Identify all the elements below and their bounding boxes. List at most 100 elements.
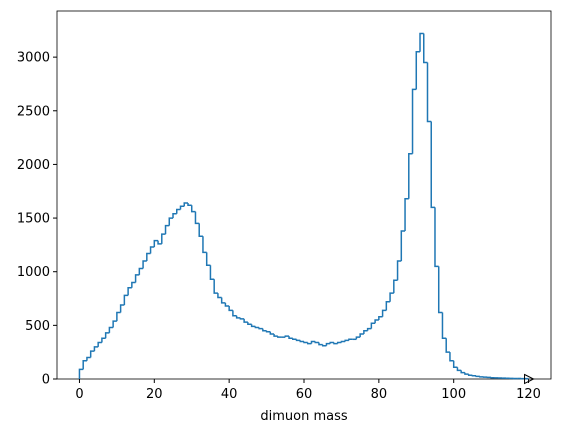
hist-step bbox=[172, 213, 177, 219]
hist-step bbox=[318, 342, 323, 346]
y-tick-label: 2500 bbox=[17, 104, 50, 119]
hist-step bbox=[292, 338, 297, 341]
hist-step bbox=[258, 327, 263, 330]
x-tick-label: 120 bbox=[516, 387, 541, 402]
hist-step bbox=[284, 335, 290, 338]
hist-step bbox=[467, 374, 473, 376]
hist-step bbox=[220, 297, 226, 304]
y-tick-label: 1500 bbox=[17, 212, 50, 227]
hist-step bbox=[359, 333, 364, 338]
hist-step bbox=[348, 338, 353, 341]
hist-step bbox=[194, 211, 200, 225]
hist-step bbox=[452, 360, 458, 368]
hist-step bbox=[235, 315, 241, 319]
hist-step bbox=[310, 340, 316, 344]
hist-step bbox=[445, 338, 450, 353]
hist-step bbox=[202, 236, 207, 254]
hist-step bbox=[247, 322, 252, 326]
hist-step bbox=[344, 339, 349, 342]
hist-step bbox=[239, 317, 245, 320]
hist-step bbox=[363, 329, 368, 334]
hist-step bbox=[426, 62, 432, 123]
y-tick-label: 3000 bbox=[17, 51, 50, 66]
hist-step bbox=[265, 330, 271, 333]
hist-step bbox=[303, 341, 308, 344]
hist-step bbox=[127, 287, 132, 296]
hist-step bbox=[336, 341, 342, 344]
hist-step bbox=[142, 260, 147, 269]
y-tick-label: 500 bbox=[25, 319, 50, 334]
hist-step bbox=[78, 368, 84, 379]
hist-step bbox=[321, 344, 327, 347]
hist-step bbox=[157, 240, 162, 245]
hist-step bbox=[101, 337, 106, 343]
hist-step bbox=[146, 252, 151, 261]
hist-step bbox=[176, 208, 181, 214]
hist-step bbox=[187, 203, 192, 206]
hist-step bbox=[400, 230, 406, 261]
hist-step bbox=[161, 233, 166, 244]
hist-step bbox=[295, 339, 301, 342]
hist-step bbox=[262, 328, 267, 332]
hist-step bbox=[370, 322, 376, 329]
hist-step bbox=[393, 279, 398, 294]
hist-step bbox=[217, 293, 222, 299]
hist-step bbox=[441, 312, 447, 339]
hist-step bbox=[374, 319, 379, 324]
hist-step bbox=[411, 88, 417, 154]
hist-step bbox=[355, 336, 361, 340]
y-tick-label: 1000 bbox=[17, 265, 50, 280]
x-tick-label: 20 bbox=[146, 387, 163, 402]
hist-step bbox=[104, 332, 110, 339]
hist-step bbox=[434, 207, 439, 268]
hist-step bbox=[449, 352, 454, 362]
hist-step bbox=[277, 336, 282, 338]
hist-step bbox=[378, 316, 383, 320]
hist-step bbox=[108, 326, 114, 333]
hist-step bbox=[479, 376, 484, 378]
hist-step bbox=[269, 331, 275, 335]
hist-step bbox=[153, 239, 159, 248]
hist-step bbox=[437, 266, 443, 314]
hist-step bbox=[209, 265, 215, 280]
x-tick-label: 40 bbox=[221, 387, 238, 402]
x-tick-label: 60 bbox=[296, 387, 313, 402]
hist-step bbox=[381, 309, 387, 317]
hist-step bbox=[471, 375, 477, 377]
hist-step bbox=[116, 311, 121, 322]
hist-step bbox=[228, 306, 233, 312]
hist-step bbox=[389, 292, 394, 302]
hist-step bbox=[333, 342, 338, 345]
hist-step bbox=[460, 370, 465, 374]
hist-step bbox=[97, 341, 102, 347]
hist-step bbox=[396, 260, 402, 281]
hist-step bbox=[273, 333, 278, 337]
hist-step bbox=[190, 205, 196, 213]
end-marker bbox=[524, 373, 535, 385]
hist-step bbox=[430, 121, 435, 209]
hist-step bbox=[325, 342, 331, 346]
hist-step bbox=[250, 324, 256, 328]
hist-step bbox=[149, 246, 155, 254]
hist-step bbox=[119, 304, 125, 313]
hist-step bbox=[179, 205, 185, 210]
hist-step bbox=[243, 318, 248, 323]
hist-step bbox=[340, 340, 346, 343]
hist-step bbox=[254, 326, 260, 329]
hist-step bbox=[183, 202, 188, 207]
hist-step bbox=[456, 367, 462, 372]
x-tick-label: 0 bbox=[75, 387, 83, 402]
hist-step bbox=[93, 346, 99, 352]
hist-step bbox=[408, 152, 413, 199]
hist-step bbox=[86, 356, 91, 361]
hist-step bbox=[404, 198, 409, 231]
hist-step bbox=[415, 51, 421, 90]
hist-step bbox=[288, 336, 293, 339]
hist-step bbox=[213, 279, 218, 294]
hist-step bbox=[299, 340, 304, 343]
hist-step bbox=[134, 274, 140, 283]
hist-step bbox=[82, 360, 87, 370]
hist-step bbox=[306, 342, 312, 345]
hist-step bbox=[138, 267, 144, 275]
